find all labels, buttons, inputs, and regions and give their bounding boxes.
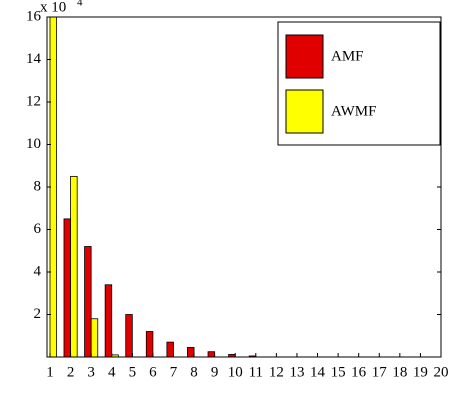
y-tick-label: 12 <box>26 93 41 109</box>
x-tick-label: 3 <box>87 364 95 380</box>
x-tick-label: 16 <box>351 364 367 380</box>
bar <box>207 351 216 357</box>
x-tick-label: 12 <box>269 364 284 380</box>
x-tick-label: 19 <box>413 364 428 380</box>
y-tick-label: 6 <box>34 221 42 237</box>
y-tick-label: 2 <box>34 306 42 322</box>
x-tick-label: 1 <box>46 364 54 380</box>
legend-label: AWMF <box>331 103 376 119</box>
bar <box>145 331 154 357</box>
x-tick-label: 10 <box>228 364 243 380</box>
x-tick-label: 17 <box>372 364 388 380</box>
bar <box>125 314 133 357</box>
x-tick-label: 2 <box>67 364 75 380</box>
multiplier: x 10 <box>40 0 66 15</box>
x-tick-label: 6 <box>149 364 157 380</box>
x-tick-label: 18 <box>392 364 407 380</box>
x-tick-label: 15 <box>331 364 346 380</box>
legend-swatch <box>285 34 324 79</box>
y-tick-label: 16 <box>26 8 42 24</box>
bar <box>63 218 71 357</box>
bar <box>84 246 92 357</box>
y-tick-label: 4 <box>34 263 42 279</box>
x-tick-label: 14 <box>310 364 326 380</box>
bar <box>104 284 113 357</box>
x-tick-label: 20 <box>434 364 449 380</box>
x-tick-label: 11 <box>249 364 263 380</box>
x-tick-label: 13 <box>289 364 304 380</box>
y-tick-label: 8 <box>34 178 42 194</box>
x-tick-label: 4 <box>108 364 116 380</box>
x-tick-label: 7 <box>170 364 178 380</box>
legend-swatch <box>285 89 324 134</box>
y-tick-label: 10 <box>26 136 41 152</box>
bar <box>187 347 195 357</box>
multiplier-exp: 4 <box>77 0 83 9</box>
bar <box>70 175 78 357</box>
plot-area <box>49 17 257 357</box>
legend-label: AMF <box>331 48 364 64</box>
y-tick-label: 14 <box>26 51 42 67</box>
x-tick-label: 5 <box>129 364 137 380</box>
bar <box>166 341 174 357</box>
bar <box>90 318 99 357</box>
x-tick-label: 9 <box>211 364 219 380</box>
x-tick-label: 8 <box>190 364 198 380</box>
